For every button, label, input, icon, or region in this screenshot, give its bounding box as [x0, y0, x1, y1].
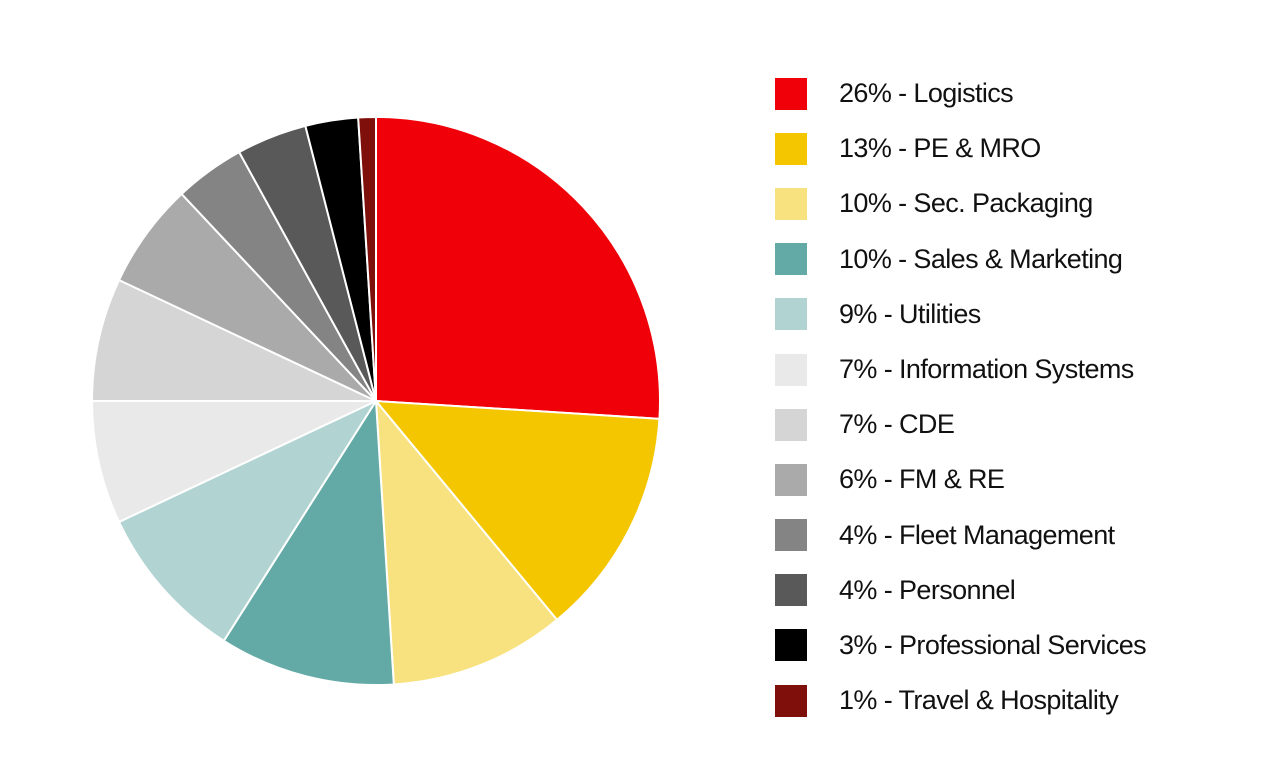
legend-item: 13% - PE & MRO: [775, 121, 1146, 176]
legend-label: 7% - Information Systems: [839, 354, 1134, 385]
legend-item: 10% - Sales & Marketing: [775, 232, 1146, 287]
legend-item: 26% - Logistics: [775, 66, 1146, 121]
legend-item: 4% - Fleet Management: [775, 508, 1146, 563]
legend-label: 4% - Personnel: [839, 574, 1016, 605]
chart-legend: 26% - Logistics 13% - PE & MRO 10% - Sec. …: [775, 66, 1147, 728]
legend-swatch: [775, 77, 807, 110]
legend-swatch: [775, 408, 807, 441]
legend-label: 3% - Professional Services: [839, 629, 1147, 660]
legend-item: 3% - Professional Services: [775, 618, 1147, 673]
pie-chart: [91, 116, 661, 686]
legend-label: 10% - Sec. Packaging: [839, 188, 1093, 219]
legend-item: 4% - Personnel: [775, 563, 1146, 618]
legend-swatch: [775, 243, 807, 276]
legend-label: 13% - PE & MRO: [839, 133, 1041, 164]
legend-label: 9% - Utilities: [839, 298, 981, 329]
legend-swatch: [775, 574, 807, 607]
legend-item: 7% - Information Systems: [775, 342, 1146, 397]
pie-slice-logistics: [375, 116, 661, 420]
legend-label: 1% - Travel & Hospitality: [839, 685, 1119, 716]
pie-slice-information-systems: [91, 400, 377, 523]
pie-slice-pe-mro: [375, 400, 661, 621]
pie-slice-travel-hospitality: [357, 116, 377, 402]
legend-item: 10% - Sec. Packaging: [775, 176, 1146, 231]
legend-swatch: [775, 519, 807, 552]
legend-swatch: [775, 132, 807, 165]
legend-label: 7% - CDE: [839, 409, 955, 440]
legend-swatch: [775, 298, 807, 331]
legend-item: 6% - FM & RE: [775, 452, 1146, 507]
pie-slice-utilities: [118, 400, 377, 642]
legend-label: 6% - FM & RE: [839, 464, 1005, 495]
legend-item: 1% - Travel & Hospitality: [775, 673, 1146, 728]
legend-label: 26% - Logistics: [839, 78, 1014, 109]
legend-swatch: [775, 353, 807, 386]
pie-slice-sec-packaging: [375, 400, 559, 686]
legend-label: 4% - Fleet Management: [839, 519, 1115, 550]
pie-slice-cde: [91, 279, 377, 402]
legend-label: 10% - Sales & Marketing: [839, 243, 1123, 274]
legend-swatch: [775, 629, 807, 662]
legend-item: 7% - CDE: [775, 397, 1146, 452]
legend-item: 9% - Utilities: [775, 287, 1146, 342]
legend-swatch: [775, 684, 807, 717]
legend-swatch: [775, 187, 807, 220]
pie-slice-sales-marketing: [222, 400, 395, 686]
legend-swatch: [775, 463, 807, 496]
